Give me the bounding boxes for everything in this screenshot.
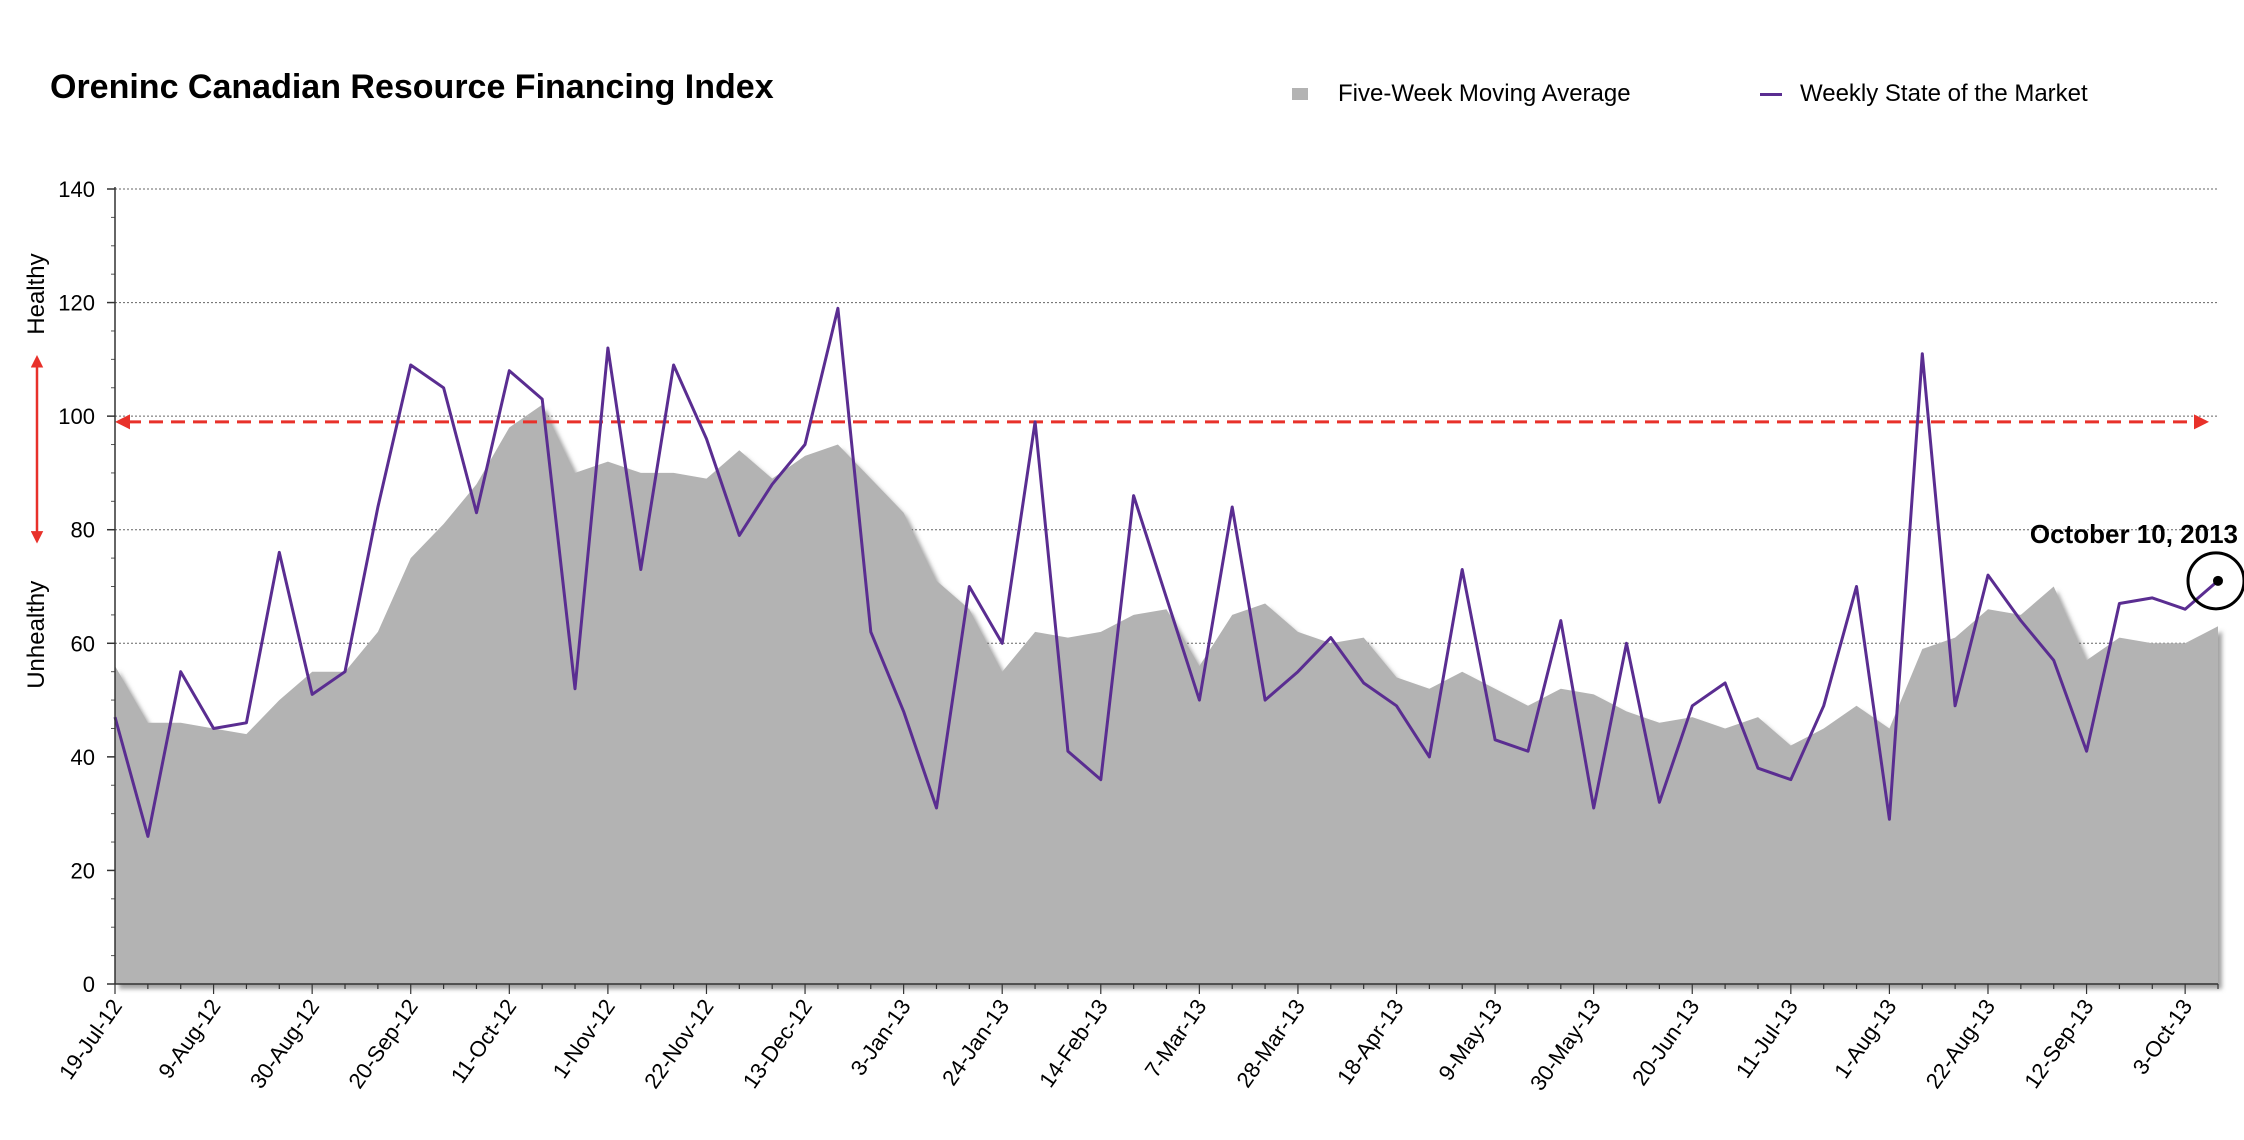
y-tick-label-20: 20: [71, 858, 95, 883]
x-tick-label: 1-Nov-12: [548, 995, 620, 1083]
x-tick-label: 30-Aug-12: [245, 995, 324, 1094]
annotation-circle: [2186, 551, 2244, 611]
x-tick-label: 3-Jan-13: [845, 995, 915, 1080]
y-tick-label-140: 140: [58, 177, 95, 202]
x-tick-label: 19-Jul-12: [54, 995, 127, 1084]
x-tick-label: 9-Aug-12: [153, 995, 225, 1083]
x-tick-label: 20-Sep-12: [343, 995, 422, 1094]
annotation-point: [2213, 575, 2223, 586]
legend-label-moving-average: Five-Week Moving Average: [1338, 80, 1631, 107]
legend-label-weekly-state: Weekly State of the Market: [1800, 80, 2088, 107]
x-tick-label: 14-Feb-13: [1034, 995, 1113, 1092]
legend-area-swatch-icon: [1292, 88, 1308, 100]
x-tick-label: 22-Aug-13: [1921, 995, 2000, 1094]
x-tick-label: 22-Nov-12: [639, 995, 718, 1093]
x-tick-label: 30-May-13: [1525, 995, 1606, 1095]
y-tick-label-0: 0: [83, 972, 95, 997]
x-tick-label: 11-Oct-12: [446, 995, 522, 1088]
legend-weekly-state: Weekly State of the Market: [1760, 80, 2088, 108]
x-tick-label: 12-Sep-13: [2019, 995, 2098, 1094]
y-tick-label-120: 120: [58, 291, 95, 316]
side-label-unhealthy: Unhealthy: [23, 581, 50, 689]
y-tick-label-100: 100: [58, 404, 95, 429]
annotation-label: October 10, 2013: [2030, 519, 2238, 549]
y-tick-label-40: 40: [71, 745, 95, 770]
y-tick-label-80: 80: [71, 518, 95, 543]
x-tick-label: 18-Apr-13: [1332, 995, 1409, 1089]
x-tick-label: 11-Jul-13: [1731, 995, 1803, 1083]
x-tick-label: 7-Mar-13: [1140, 995, 1212, 1082]
x-tick-label: 24-Jan-13: [937, 995, 1014, 1090]
x-tick-label: 9-May-13: [1433, 995, 1507, 1085]
side-label-healthy: Healthy: [23, 253, 50, 334]
x-tick-label: 20-Jun-13: [1627, 995, 1704, 1090]
x-tick-label: 13-Dec-12: [738, 995, 817, 1093]
y-tick-label-60: 60: [71, 631, 95, 656]
series-line-weekly-state: [113, 306, 2219, 838]
legend-moving-average: Five-Week Moving Average: [1292, 80, 1631, 108]
x-tick-label: 3-Oct-13: [2128, 995, 2198, 1079]
x-tick-label: 28-Mar-13: [1231, 995, 1310, 1092]
chart-title: Oreninc Canadian Resource Financing Inde…: [50, 68, 774, 106]
legend-line-swatch-icon: [1760, 92, 1782, 96]
series-area-moving-average: [115, 404, 2218, 984]
x-tick-label: 1-Aug-13: [1829, 995, 1901, 1083]
